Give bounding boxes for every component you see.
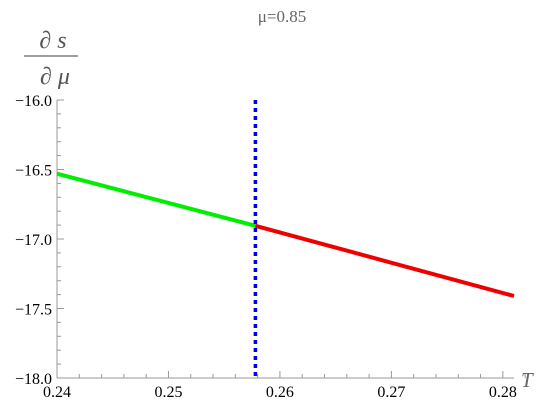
y-tick-label: −18.0 [15, 371, 52, 388]
y-tick-label: −17.0 [15, 232, 52, 249]
x-tick-label: 0.24 [43, 384, 71, 401]
series-layer [56, 100, 515, 378]
y-tick-label: −16.0 [15, 93, 52, 110]
y-axis-label-numerator: ∂ s [39, 28, 66, 54]
x-axis-label: T [521, 368, 534, 392]
series-line-1 [56, 171, 256, 228]
x-tick-label: 0.27 [377, 384, 405, 401]
y-axis-label: ∂ s ∂ μ [24, 28, 78, 90]
y-axis-label-denominator: ∂ μ [40, 64, 70, 90]
chart-title: μ=0.85 [258, 7, 306, 26]
x-tick-label: 0.25 [154, 384, 182, 401]
y-tick-label: −17.5 [15, 302, 52, 319]
y-tick-label: −16.5 [15, 163, 52, 180]
series-line-2 [254, 223, 515, 298]
x-tick-label: 0.28 [489, 384, 517, 401]
x-tick-label: 0.26 [266, 384, 294, 401]
axes: −18.0 −17.5 −17.0 −16.5 −16.0 0.24 0.25 0.26 0.2… [15, 93, 526, 401]
